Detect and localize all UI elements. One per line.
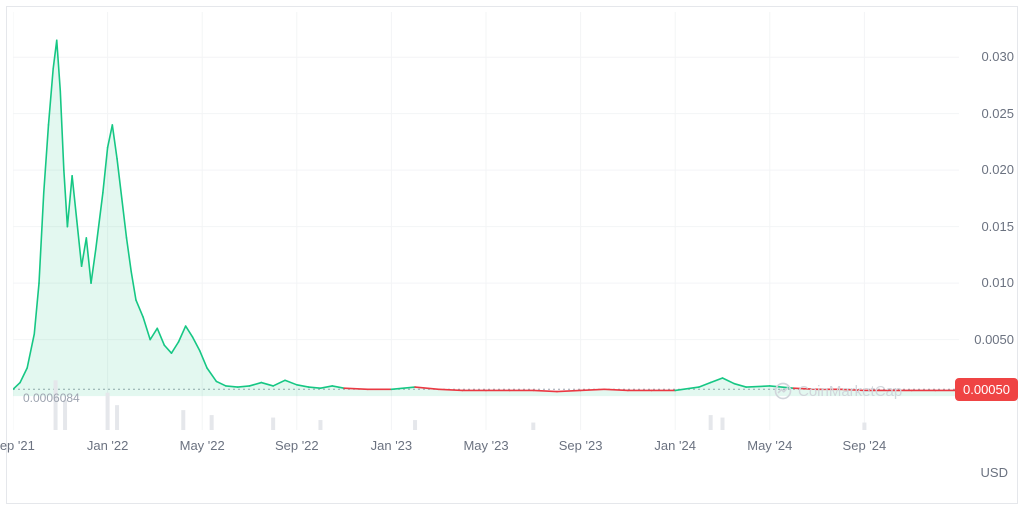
currency-label: USD — [981, 465, 1008, 480]
x-tick-label: May '24 — [747, 438, 792, 453]
trend-icon — [774, 382, 792, 400]
x-tick-label: Sep '22 — [275, 438, 319, 453]
price-chart[interactable]: 0.0006084 0.00050 USD CoinMarketCap 0.00… — [0, 0, 1024, 510]
y-tick-label: 0.025 — [981, 106, 1014, 121]
current-price-badge: 0.00050 — [955, 378, 1018, 401]
watermark: CoinMarketCap — [774, 382, 902, 400]
y-tick-label: 0.0050 — [974, 332, 1014, 347]
y-tick-label: 0.015 — [981, 219, 1014, 234]
y-tick-label: 0.020 — [981, 162, 1014, 177]
x-tick-label: Sep '23 — [559, 438, 603, 453]
x-tick-label: Sep '21 — [0, 438, 35, 453]
watermark-text: CoinMarketCap — [798, 383, 902, 400]
y-tick-label: 0.010 — [981, 275, 1014, 290]
x-tick-label: May '23 — [463, 438, 508, 453]
x-tick-label: May '22 — [180, 438, 225, 453]
x-tick-label: Jan '24 — [654, 438, 696, 453]
x-tick-label: Sep '24 — [843, 438, 887, 453]
plot-area[interactable] — [13, 12, 959, 430]
x-tick-label: Jan '23 — [371, 438, 413, 453]
x-tick-label: Jan '22 — [87, 438, 129, 453]
y-tick-label: 0.030 — [981, 49, 1014, 64]
start-value-label: 0.0006084 — [23, 391, 80, 405]
chart-svg — [13, 12, 959, 430]
